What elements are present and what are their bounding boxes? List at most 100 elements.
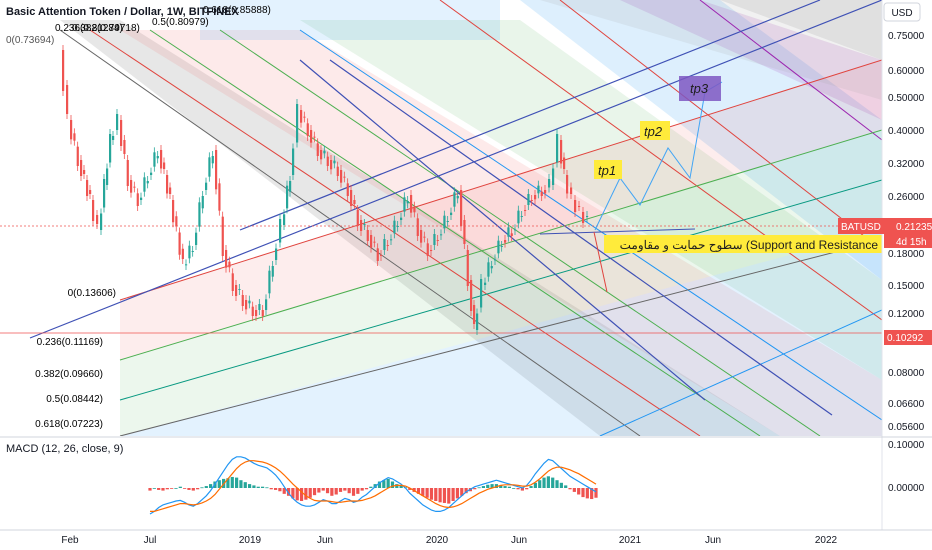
currency-button[interactable]: [883, 2, 921, 22]
price-plot-area[interactable]: tp1 tp2 tp3 سطوح حمایت و مقاومت (Support…: [0, 0, 882, 436]
candle-body: [195, 232, 198, 245]
fib-label-0382: 0.382(0.09660): [35, 369, 103, 380]
candle-body: [517, 210, 520, 224]
macd-histogram-bar: [282, 488, 286, 494]
line-price-tag: [884, 330, 932, 345]
candle-body: [453, 192, 456, 207]
candle-body: [537, 185, 540, 194]
macd-pane[interactable]: [148, 456, 598, 515]
candle-body: [463, 220, 466, 244]
macd-histogram-bar: [499, 485, 503, 488]
macd-histogram-bar: [568, 488, 572, 490]
candle-body: [578, 206, 581, 207]
candle-body: [380, 255, 383, 256]
candle-body: [494, 259, 497, 261]
candle-body: [586, 216, 589, 217]
time-axis-tick: 2022: [815, 535, 838, 546]
fib-labels: 0.236(0.81284) 0.382(0.79718) 0.5(0.8097…: [35, 5, 271, 430]
candle-body: [126, 160, 129, 186]
macd-histogram-bar: [434, 488, 438, 501]
tp1-box[interactable]: [594, 160, 622, 179]
macd-histogram-bar: [161, 488, 165, 491]
fib-top-label-05: 0.5(0.80979): [152, 17, 209, 28]
candle-body: [143, 177, 146, 192]
current-price-tag: [838, 218, 932, 234]
candle-body: [96, 215, 99, 224]
macd-histogram-bar: [317, 488, 321, 493]
candle-body: [353, 200, 356, 204]
candle-body: [231, 273, 234, 291]
macd-histogram-bar: [356, 488, 360, 494]
macd-histogram-bar: [343, 488, 347, 491]
price-axis-tick: 0.15000: [888, 281, 925, 292]
candle-body: [340, 170, 343, 183]
macd-histogram-bar: [525, 488, 529, 490]
macd-histogram-bar: [226, 478, 230, 488]
tp3-box[interactable]: [679, 76, 721, 101]
macd-histogram-bar: [581, 488, 585, 498]
macd-histogram-bar: [299, 488, 304, 501]
candle-body: [172, 200, 175, 223]
candle-body: [289, 181, 292, 192]
candle-body: [370, 235, 373, 248]
candle-body: [473, 305, 476, 324]
macd-histogram-bar: [152, 488, 156, 489]
macd-histogram-bar: [360, 488, 364, 491]
candle-body: [241, 295, 244, 306]
time-axis-tick: Jun: [511, 535, 527, 546]
price-axis-tick: 0.50000: [888, 93, 925, 104]
macd-histogram-bar: [325, 488, 330, 494]
macd-histogram-bar: [425, 488, 429, 498]
candle-body: [140, 197, 143, 200]
candle-body: [426, 243, 429, 256]
time-axis[interactable]: Feb Jul 2019 Jun 2020 Jun 2021 Jun 2022: [61, 535, 837, 546]
countdown-label: 4d 15h: [896, 237, 927, 248]
candle-body: [265, 299, 268, 310]
candle-body: [306, 123, 309, 136]
candle-body: [150, 172, 153, 175]
macd-histogram-bar: [369, 486, 373, 488]
candle-body: [383, 239, 386, 250]
macd-histogram-bar: [191, 488, 195, 491]
candle-body: [443, 215, 446, 229]
macd-histogram-bar: [390, 481, 395, 488]
price-axis-tick: 0.18000: [888, 249, 925, 260]
macd-histogram-bar: [429, 488, 434, 500]
macd-histogram-bar: [347, 488, 351, 494]
tp2-box[interactable]: [640, 121, 670, 140]
candle-body: [440, 234, 443, 236]
macd-histogram-bar: [351, 488, 356, 496]
line-price-label: 0.10292: [887, 333, 924, 344]
candle-body: [211, 156, 214, 164]
candle-body: [175, 216, 178, 227]
macd-histogram-bar: [421, 488, 425, 496]
macd-histogram-bar: [551, 477, 555, 488]
macd-histogram-bar: [594, 488, 598, 498]
fib-channel-fills: [60, 0, 882, 436]
macd-histogram-bar: [304, 488, 308, 500]
macd-histogram-bar: [546, 476, 550, 488]
candle-body: [450, 212, 453, 215]
candle-body: [169, 187, 172, 194]
macd-histogram-bar: [512, 488, 516, 489]
tp1-label: tp1: [598, 163, 616, 178]
support-note-box[interactable]: [604, 235, 882, 253]
candle-body: [504, 240, 507, 243]
price-axis[interactable]: 0.75000 0.60000 0.50000 0.40000 0.32000 0.260…: [888, 31, 925, 433]
candle-body: [245, 300, 248, 310]
candle-body: [89, 190, 92, 194]
candle-body: [406, 201, 409, 204]
candle-body: [534, 195, 537, 200]
candle-body: [156, 156, 159, 159]
candle-body: [346, 183, 349, 196]
candle-body: [191, 251, 194, 252]
candle-body: [198, 202, 201, 227]
price-axis-tick: 0.08000: [888, 368, 925, 379]
macd-axis-tick-top: 0.10000: [888, 440, 925, 451]
fib-label-0618: 0.618(0.07223): [35, 419, 103, 430]
fib-top-label-0382: 0.382(0.79718): [72, 23, 140, 34]
candlestick-series: [62, 45, 589, 335]
candle-body: [433, 234, 436, 245]
candle-body: [100, 213, 103, 230]
